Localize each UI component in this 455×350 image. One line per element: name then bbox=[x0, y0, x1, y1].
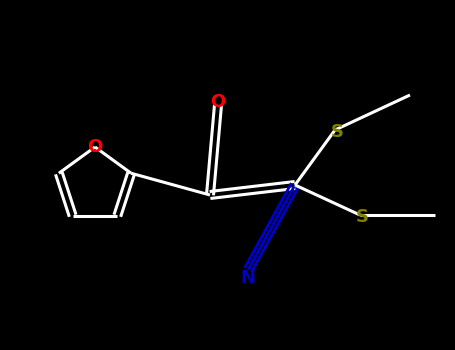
Text: O: O bbox=[87, 138, 103, 156]
Text: O: O bbox=[210, 93, 226, 111]
Text: S: S bbox=[330, 123, 344, 141]
Text: S: S bbox=[355, 208, 369, 226]
Text: N: N bbox=[241, 269, 256, 287]
